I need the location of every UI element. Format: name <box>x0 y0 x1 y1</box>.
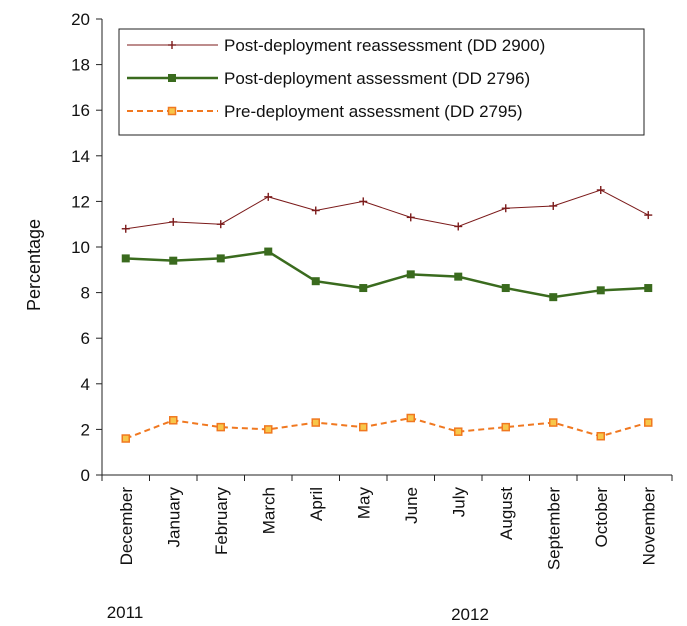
data-point <box>501 284 510 293</box>
x-tick-label: November <box>639 487 658 566</box>
data-point <box>596 186 605 194</box>
x-tick-label: May <box>354 487 373 520</box>
data-point <box>501 204 510 213</box>
x-tick-label: June <box>402 487 421 524</box>
y-tick-label: 18 <box>71 56 90 75</box>
series-line <box>125 416 649 440</box>
y-tick-label: 0 <box>81 466 90 485</box>
data-point <box>549 201 558 210</box>
x-tick-label: December <box>117 487 136 566</box>
y-tick-label: 20 <box>71 10 90 29</box>
x-tick-label: January <box>164 487 183 548</box>
x-tick-label: March <box>259 487 278 534</box>
data-point <box>549 418 558 427</box>
data-point <box>454 222 463 231</box>
x-tick-label: July <box>449 487 468 518</box>
data-point <box>264 192 273 201</box>
data-point <box>359 284 368 293</box>
legend-entry-3: Pre-deployment assessment (DD 2795) <box>127 102 523 121</box>
y-tick-label: 16 <box>71 101 90 120</box>
data-point <box>169 416 178 425</box>
data-point <box>264 247 273 256</box>
data-point <box>644 418 653 427</box>
legend: Post-deployment reassessment (DD 2900) Po… <box>118 28 645 136</box>
y-tick-label: 2 <box>81 420 90 439</box>
data-point <box>311 418 320 427</box>
legend-label: Post-deployment assessment (DD 2796) <box>224 69 530 88</box>
legend-entry-2: Post-deployment assessment (DD 2796) <box>127 69 530 88</box>
data-point <box>121 254 130 263</box>
data-point <box>644 211 653 220</box>
legend-entry-1: Post-deployment reassessment (DD 2900) <box>127 36 545 55</box>
data-point <box>264 425 273 434</box>
series-3 <box>121 413 653 443</box>
year-label-2011: 2011 <box>107 603 144 622</box>
data-point <box>359 197 368 206</box>
series-line <box>125 189 649 230</box>
data-point <box>121 224 130 233</box>
data-point <box>454 427 463 436</box>
data-point <box>406 213 415 222</box>
data-point <box>311 277 320 286</box>
data-point <box>168 41 176 49</box>
y-tick-label: 6 <box>81 329 90 348</box>
data-point <box>359 422 368 432</box>
x-tick-label: April <box>307 487 326 521</box>
axes: 0 2 4 6 8 10 12 14 16 18 20 December January February… <box>71 10 673 570</box>
y-tick-label: 14 <box>71 147 90 166</box>
y-tick-label: 12 <box>71 192 90 211</box>
series-line <box>125 250 649 299</box>
data-point <box>454 272 463 281</box>
data-point <box>169 256 178 265</box>
legend-label: Pre-deployment assessment (DD 2795) <box>224 102 523 121</box>
data-point <box>216 220 225 229</box>
data-point <box>406 270 415 279</box>
data-point <box>216 422 225 432</box>
data-point <box>644 284 653 293</box>
series-2 <box>121 247 653 302</box>
series-1 <box>121 186 653 233</box>
data-point <box>596 286 605 295</box>
x-tick-label: February <box>212 487 231 556</box>
data-point <box>311 206 320 215</box>
data-point <box>169 217 178 226</box>
data-point <box>549 293 558 302</box>
y-tick-label: 8 <box>81 284 90 303</box>
data-point <box>406 413 415 423</box>
data-point <box>501 422 510 432</box>
x-tick-label: September <box>544 487 563 570</box>
legend-label: Post-deployment reassessment (DD 2900) <box>224 36 545 55</box>
series-layer <box>121 186 653 443</box>
data-point <box>168 74 176 82</box>
data-point <box>167 106 177 116</box>
data-point <box>121 434 130 443</box>
data-point <box>216 254 225 263</box>
y-tick-label: 10 <box>71 238 90 257</box>
x-tick-label: August <box>497 487 516 540</box>
legend-box <box>118 28 645 136</box>
y-axis-title: Percentage <box>24 219 44 311</box>
year-label-2012: 2012 <box>451 605 489 624</box>
data-point <box>596 431 605 441</box>
y-tick-label: 4 <box>81 375 90 394</box>
x-tick-label: October <box>592 487 611 548</box>
